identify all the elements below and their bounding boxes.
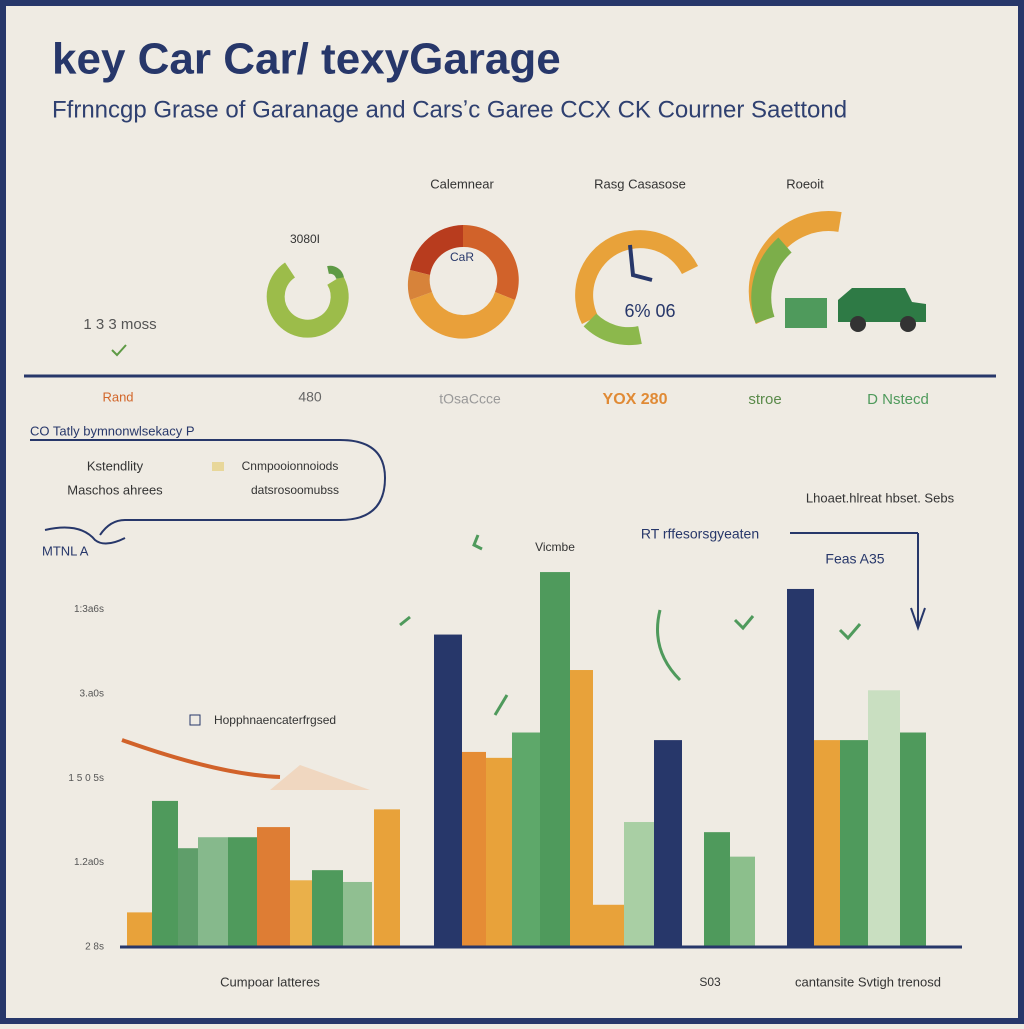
checks — [399, 534, 862, 716]
subtitle: Ffrnncgp Grase of Garanage and Carsʼc Ga… — [52, 96, 847, 123]
legend-frame — [30, 439, 387, 536]
gauge — [575, 230, 699, 346]
annotation: RT rffesorsgyeaten — [641, 526, 759, 542]
bar — [312, 870, 343, 947]
check — [111, 344, 127, 357]
donut-center: CaR — [450, 250, 474, 264]
gauge-center: 6% 06 — [624, 301, 675, 321]
bar — [178, 848, 198, 947]
legend-item: Maschos ahrees — [67, 482, 163, 497]
donut — [407, 224, 519, 339]
bar — [374, 809, 400, 947]
bar — [900, 732, 926, 947]
y-tick-label: 2 8s — [85, 942, 104, 953]
title: key Car Car/ texyGarage — [52, 35, 561, 84]
row-label: stroe — [748, 391, 781, 408]
bar — [868, 690, 900, 947]
annotation: Lhoaet.hlreat hbset. Sebs — [806, 490, 955, 505]
arrow — [910, 607, 926, 632]
row-label: 480 — [298, 389, 322, 405]
swoosh — [270, 765, 370, 790]
bar — [624, 822, 654, 947]
bar — [540, 572, 570, 947]
bar — [704, 832, 730, 947]
bar-chart: 2 8s 1.2a0s 1 5 0 5s 3.a0s 1:3a6s MTNL A Vicmb… — [42, 490, 962, 989]
legend-item: Kstendlity — [87, 458, 144, 473]
bar — [730, 856, 755, 947]
gauge-label: Rasg Casasose — [594, 176, 686, 191]
bar — [840, 740, 868, 947]
row-label: YOX 280 — [603, 391, 668, 408]
legend-item: Cnmpooionnoiods — [242, 459, 339, 473]
bar — [290, 880, 312, 947]
bar — [787, 588, 814, 947]
row-label: D Nstecd — [867, 391, 929, 408]
y-tick-label: 3.a0s — [80, 688, 104, 699]
legend-swatch — [189, 714, 201, 726]
bar — [570, 670, 593, 947]
annotation: MTNL A — [42, 543, 89, 558]
swoosh — [121, 738, 281, 779]
bar — [152, 800, 178, 947]
bar — [654, 740, 682, 947]
y-tick-label: 1.2a0s — [74, 857, 104, 868]
bar — [593, 904, 624, 947]
annotation: Vicmbe — [535, 540, 575, 554]
gauge-label: Roeoit — [786, 176, 824, 191]
row-label: tOsaCcce — [439, 391, 501, 407]
annotation: S03 — [699, 975, 721, 989]
annotation: cantansite Svtigh trenosd — [795, 974, 941, 989]
bar — [512, 732, 540, 947]
bar — [198, 837, 228, 947]
stat-label: 1 3 3 moss — [83, 316, 156, 333]
y-tick-label: 1:3a6s — [74, 604, 104, 615]
bar — [228, 837, 257, 947]
y-tick-label: 1 5 0 5s — [68, 773, 104, 784]
bar — [486, 757, 512, 947]
bar — [462, 751, 486, 947]
bar — [343, 881, 372, 947]
small-gauge — [266, 262, 349, 338]
legend-title: CO Tatly bymnonwlsekacy P — [30, 423, 195, 438]
row-label: Rand — [102, 389, 133, 404]
gauge-label: Calemnear — [430, 176, 494, 191]
gauge-label: 3080I — [290, 232, 320, 246]
curve — [44, 526, 126, 545]
arc-gauge — [748, 211, 926, 332]
bar — [814, 740, 840, 947]
annotation: Cumpoar latteres — [220, 974, 320, 989]
legend-item: datsrosoomubss — [251, 483, 339, 497]
legend-swatch — [212, 462, 224, 471]
bar — [127, 912, 152, 947]
annotation: Feas A35 — [825, 551, 884, 567]
bar — [257, 827, 290, 947]
annotation: Hopphnaencaterfrgsed — [214, 713, 336, 727]
bar — [434, 634, 462, 947]
